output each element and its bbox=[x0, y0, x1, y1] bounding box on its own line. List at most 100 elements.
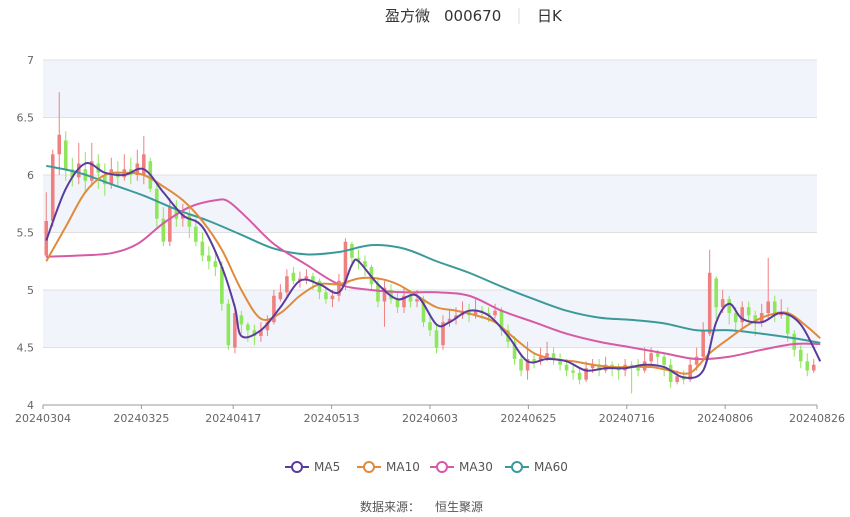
y-tick-label: 6.5 bbox=[17, 112, 35, 125]
candle-body bbox=[720, 299, 725, 308]
data-source: 数据来源： 恒生聚源 bbox=[360, 499, 483, 514]
candle-body bbox=[694, 356, 699, 365]
candle-body bbox=[246, 324, 250, 331]
candle-body bbox=[649, 353, 653, 362]
candle-body bbox=[337, 280, 341, 296]
legend-marker bbox=[291, 461, 303, 473]
source-name: 恒生聚源 bbox=[435, 500, 483, 514]
candle-body bbox=[311, 276, 315, 281]
plot-band bbox=[43, 347, 817, 405]
candle-body bbox=[259, 330, 263, 336]
candle-body bbox=[746, 307, 751, 316]
candle-body bbox=[805, 361, 810, 371]
candle-body bbox=[701, 330, 705, 357]
legend-label: MA60 bbox=[534, 460, 568, 474]
candle-body bbox=[376, 284, 380, 302]
line-ma30 bbox=[46, 198, 821, 361]
candle-body bbox=[766, 301, 771, 313]
candle-body bbox=[779, 313, 784, 316]
candle-body bbox=[597, 364, 601, 371]
x-tick-label: 20240716 bbox=[599, 412, 655, 425]
legend: MA5 MA10 MA30 MA60 bbox=[285, 460, 568, 474]
candle-body bbox=[70, 169, 75, 178]
candle-body bbox=[798, 349, 803, 362]
stock-code: 000670 bbox=[444, 7, 501, 25]
candle-body bbox=[668, 364, 673, 382]
candle-body bbox=[103, 175, 107, 185]
candle-body bbox=[278, 292, 283, 300]
candle-body bbox=[707, 272, 712, 334]
x-axis: 20240304 20240325 20240417 20240513 20240603… bbox=[15, 404, 845, 425]
candle-body bbox=[545, 353, 549, 357]
candle-body bbox=[811, 364, 816, 371]
y-axis: 4 4.5 5 5.5 6 6.5 7 bbox=[17, 54, 35, 412]
candle-body bbox=[577, 372, 582, 380]
candle-body bbox=[161, 218, 166, 242]
candle-body bbox=[421, 299, 426, 323]
candle-body bbox=[636, 368, 640, 371]
candle-body bbox=[63, 140, 68, 170]
candle-body bbox=[727, 299, 731, 313]
candle-body bbox=[395, 299, 400, 308]
candle-body bbox=[415, 299, 419, 302]
candle-body bbox=[740, 307, 744, 323]
candle-body bbox=[194, 226, 198, 242]
candle-body bbox=[207, 255, 211, 262]
candle-body bbox=[655, 353, 660, 357]
candle-body bbox=[330, 295, 335, 300]
candle-body bbox=[298, 278, 302, 281]
candle-body bbox=[356, 257, 361, 262]
candle-body bbox=[571, 370, 575, 373]
legend-label: MA10 bbox=[386, 460, 420, 474]
x-tick-label: 20240806 bbox=[697, 412, 753, 425]
legend-label: MA30 bbox=[459, 460, 493, 474]
line-ma5 bbox=[45, 162, 822, 379]
candle-body bbox=[382, 287, 387, 302]
moving-average-lines bbox=[45, 162, 822, 379]
candle-body bbox=[792, 333, 797, 350]
x-tick-label: 20240603 bbox=[402, 412, 458, 425]
y-tick-label: 7 bbox=[27, 54, 34, 67]
x-tick-label: 20240625 bbox=[500, 412, 556, 425]
candle-body bbox=[155, 188, 159, 219]
y-tick-label: 4.5 bbox=[17, 342, 35, 355]
candle-body bbox=[239, 315, 244, 325]
candle-body bbox=[473, 310, 478, 316]
candle-body bbox=[714, 278, 718, 308]
legend-marker bbox=[436, 461, 448, 473]
legend-marker bbox=[363, 461, 375, 473]
candle-body bbox=[447, 318, 452, 323]
candle-body bbox=[538, 356, 543, 362]
y-tick-label: 5.5 bbox=[17, 227, 35, 240]
candle-body bbox=[285, 276, 289, 293]
candle-body bbox=[733, 313, 738, 323]
y-tick-label: 5 bbox=[27, 284, 34, 297]
candle-body bbox=[363, 261, 367, 267]
candle-body bbox=[350, 244, 354, 258]
candle-body bbox=[532, 359, 536, 362]
candle-body bbox=[220, 267, 224, 304]
candle-body bbox=[213, 261, 218, 267]
candle-body bbox=[226, 303, 231, 346]
candle-body bbox=[109, 169, 114, 185]
candle-body bbox=[291, 272, 296, 281]
candle-body bbox=[785, 313, 790, 334]
candle-body bbox=[499, 310, 504, 331]
candle-body bbox=[772, 301, 777, 316]
x-tick-label: 20240417 bbox=[205, 412, 261, 425]
candle-body bbox=[441, 322, 445, 346]
y-tick-label: 6 bbox=[27, 169, 34, 182]
candle-body bbox=[304, 276, 309, 279]
candle-body bbox=[89, 161, 94, 181]
candle-body bbox=[317, 280, 322, 293]
candle-body bbox=[343, 241, 348, 285]
plot-band bbox=[43, 60, 817, 118]
candle-body bbox=[584, 368, 588, 380]
candle-body bbox=[519, 359, 523, 371]
candle-body bbox=[753, 315, 757, 323]
candle-body bbox=[558, 359, 562, 365]
plot-band bbox=[43, 117, 817, 175]
x-tick-label: 20240513 bbox=[304, 412, 360, 425]
chart-title: 盈方微 000670 日K bbox=[385, 7, 563, 25]
